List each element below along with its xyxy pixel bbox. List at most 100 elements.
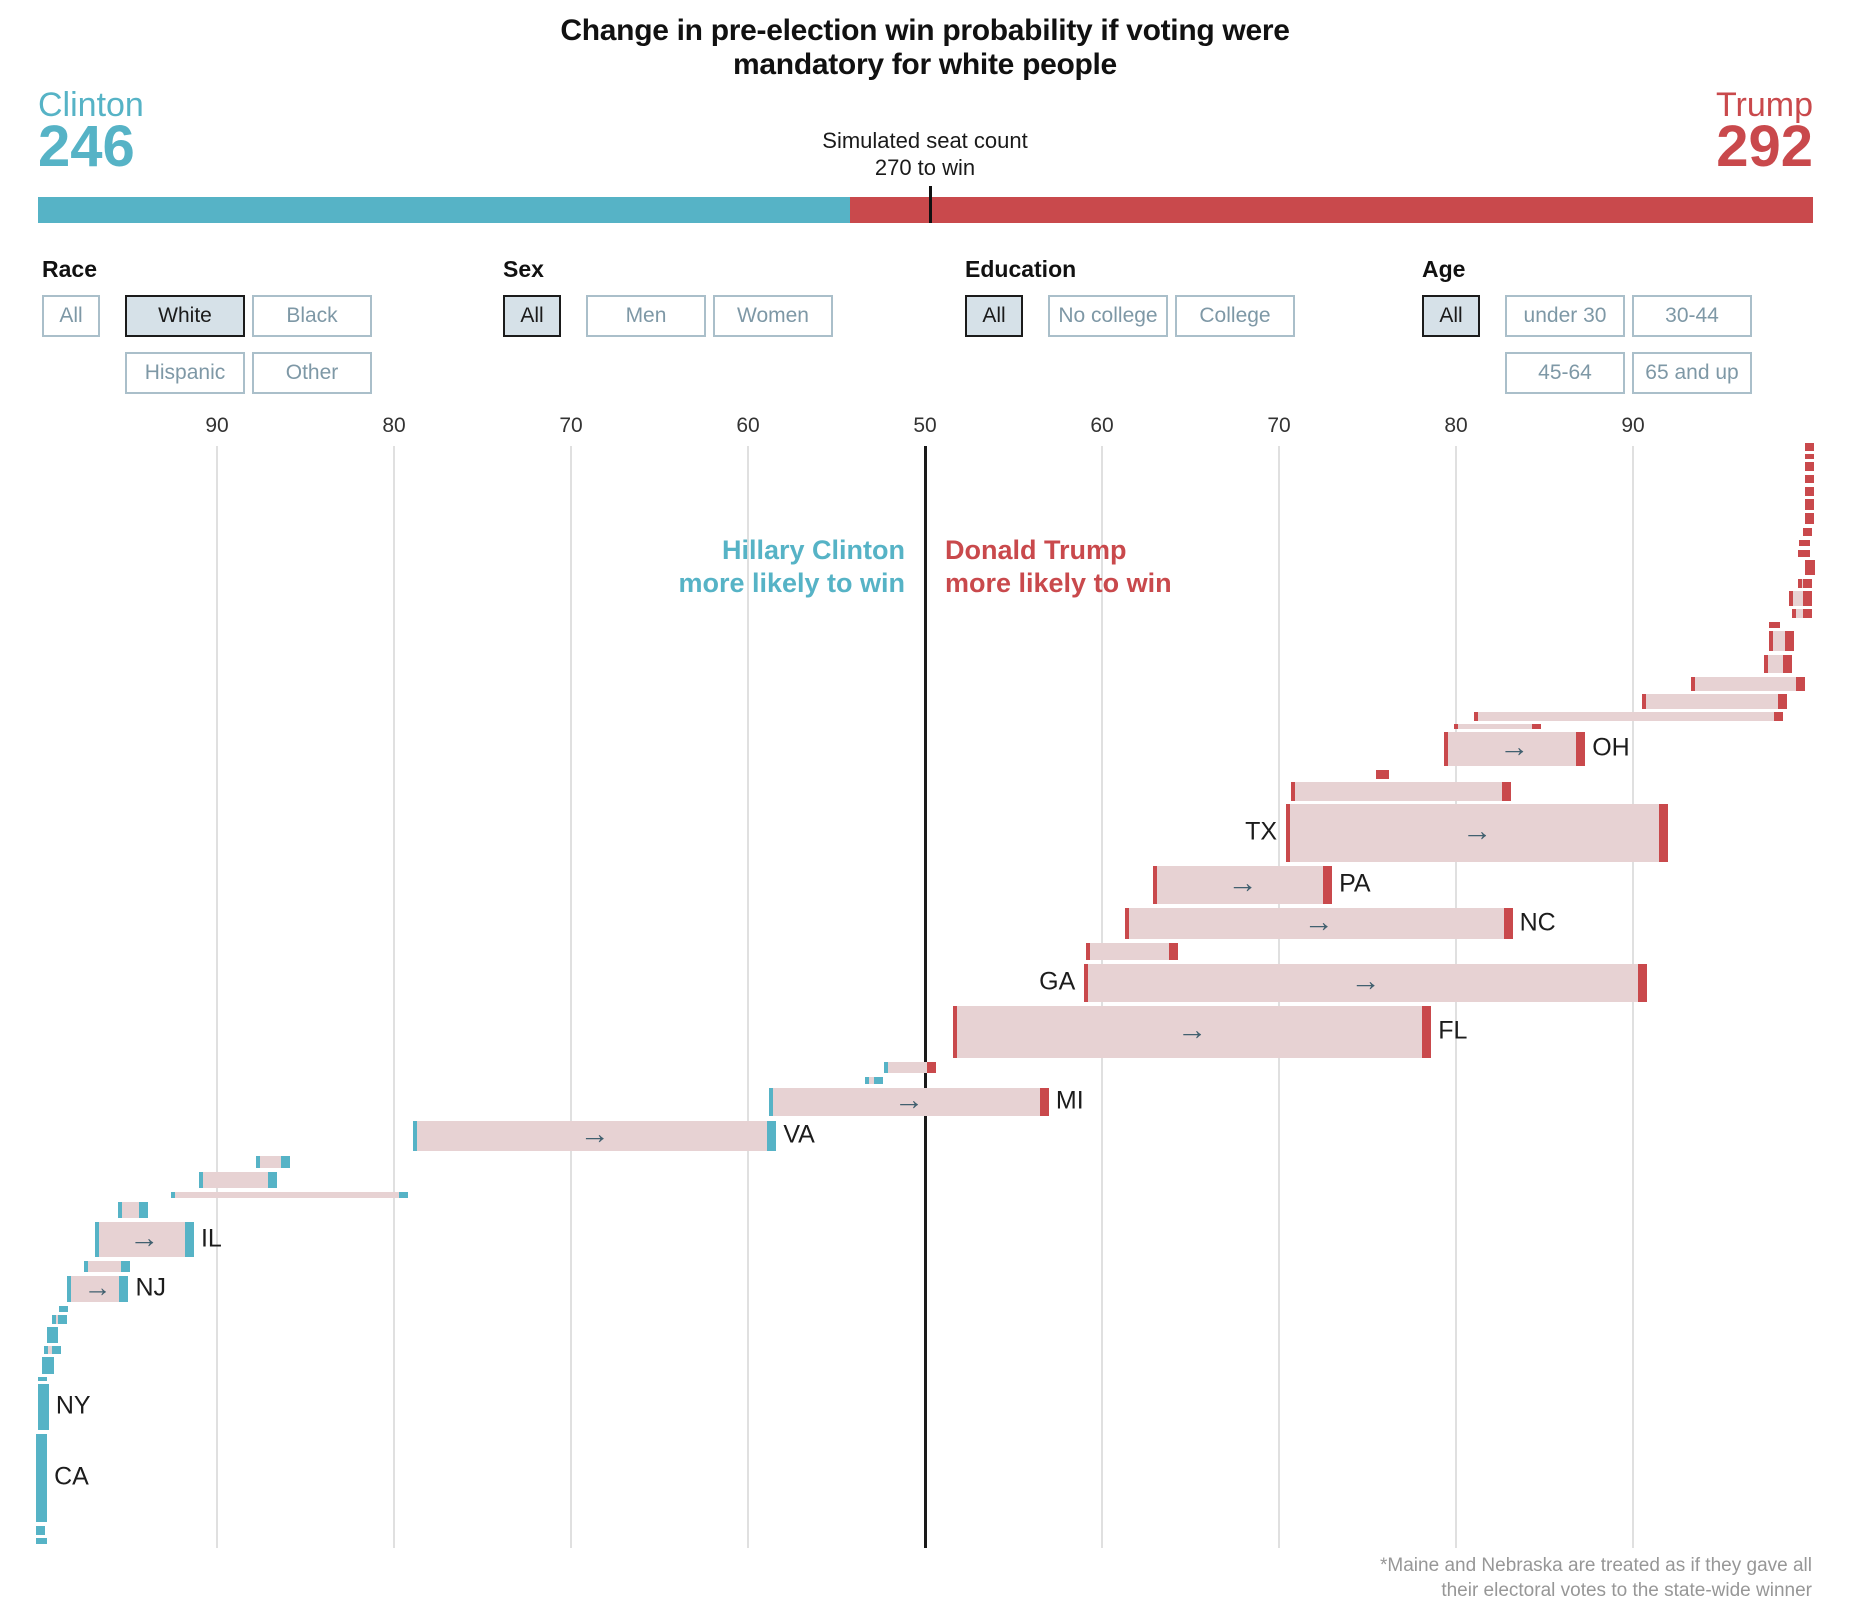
bar-end-cap [1800, 540, 1810, 546]
filter-button-college[interactable]: College [1175, 295, 1295, 337]
bar-state-label: NY [55, 1391, 91, 1420]
bar-start-tick [953, 1006, 958, 1058]
clinton-seat-segment [38, 197, 850, 223]
gridline [393, 446, 395, 1548]
state-bar [84, 1261, 131, 1272]
bar-end-cap [873, 1077, 883, 1084]
bar-start-tick [1788, 591, 1793, 606]
bar-range [1443, 732, 1586, 766]
state-bar [1788, 591, 1812, 606]
state-bar [1804, 499, 1814, 510]
state-bar [38, 1377, 48, 1381]
footnote: *Maine and Nebraska are treated as if th… [1380, 1553, 1812, 1603]
bar-start-tick [41, 1357, 46, 1374]
state-bar [1769, 622, 1780, 628]
bar-start-tick [769, 1088, 774, 1116]
state-bar-tx: → TX [1245, 804, 1669, 862]
bar-end-cap [121, 1261, 131, 1272]
bar-end-cap [1804, 443, 1814, 451]
bar-start-tick [117, 1202, 122, 1218]
bar-range [1286, 804, 1669, 862]
bar-start-tick [1641, 694, 1646, 709]
bar-end-cap [280, 1156, 290, 1168]
state-bar [1804, 487, 1814, 496]
state-bar-nc: → NC [1125, 905, 1556, 939]
state-bar [884, 1062, 936, 1073]
bar-end-cap [1774, 712, 1784, 721]
bar-start-tick [43, 1346, 48, 1354]
state-bar-oh: → OH [1443, 731, 1630, 766]
filter-button-women[interactable]: Women [713, 295, 833, 337]
filter-button-all[interactable]: All [965, 295, 1023, 337]
bar-end-cap [1169, 943, 1179, 960]
state-bar [1797, 579, 1812, 588]
bar-start-tick [1792, 609, 1797, 618]
bar-end-cap [1802, 528, 1812, 536]
filter-button-all[interactable]: All [503, 295, 561, 337]
state-bar [255, 1156, 290, 1168]
state-bar [36, 1526, 46, 1535]
state-bar [1376, 770, 1389, 779]
filter-button-under-30[interactable]: under 30 [1505, 295, 1625, 337]
bar-start-tick [66, 1276, 71, 1302]
bar-end-cap [1785, 631, 1795, 651]
bar-range [1641, 694, 1787, 709]
bar-end-cap [1531, 724, 1541, 729]
arrow-right-icon: → [894, 1083, 925, 1117]
state-bar [52, 1315, 67, 1324]
filter-button-30-44[interactable]: 30-44 [1632, 295, 1752, 337]
filter-button-black[interactable]: Black [252, 295, 372, 337]
bar-state-label: GA [1039, 967, 1076, 996]
footnote-line2: their electoral votes to the state-wide … [1441, 1580, 1812, 1601]
bar-start-tick [884, 1062, 889, 1073]
filter-button-all[interactable]: All [42, 295, 100, 337]
bar-state-label: FL [1438, 1016, 1468, 1045]
state-bar [59, 1306, 69, 1312]
state-bar [1804, 475, 1814, 483]
state-bar [199, 1172, 278, 1188]
filter-button-white[interactable]: White [125, 295, 245, 337]
bar-range [1153, 866, 1333, 904]
bar-start-tick [413, 1121, 418, 1151]
trump-more-likely-annotation: Donald Trump more likely to win [945, 535, 1172, 598]
filter-button-other[interactable]: Other [252, 352, 372, 394]
bar-end-cap [1802, 579, 1812, 588]
bar-start-tick [255, 1156, 260, 1168]
bar-range [1125, 908, 1513, 939]
bar-end-cap [1804, 475, 1814, 483]
trump-seat-count: 292 [1716, 114, 1813, 179]
bar-end-cap [767, 1121, 777, 1151]
state-bar [1454, 724, 1541, 729]
filter-button-all[interactable]: All [1422, 295, 1480, 337]
filter-button-men[interactable]: Men [586, 295, 706, 337]
state-bar [1086, 943, 1179, 960]
filter-button-no-college[interactable]: No college [1048, 295, 1168, 337]
bar-end-cap [1576, 732, 1586, 766]
filter-button-45-64[interactable]: 45-64 [1505, 352, 1625, 394]
bar-start-tick [1769, 631, 1774, 651]
bar-state-label: PA [1339, 869, 1371, 898]
bar-end-cap [39, 1384, 49, 1430]
bar-state-label: NJ [135, 1273, 167, 1302]
state-bar-fl: → FL [953, 1006, 1467, 1058]
gridline [747, 446, 749, 1548]
bar-end-cap [138, 1202, 148, 1218]
bar-end-cap [1804, 454, 1814, 459]
bar-state-label: OH [1592, 733, 1630, 762]
bar-end-cap [36, 1526, 46, 1535]
state-bar [1799, 540, 1810, 546]
filter-button-hispanic[interactable]: Hispanic [125, 352, 245, 394]
state-bar [1769, 631, 1795, 651]
filter-button-65-and-up[interactable]: 65 and up [1632, 352, 1752, 394]
bar-start-tick [864, 1077, 869, 1084]
bar-end-cap [38, 1434, 48, 1522]
arrow-right-icon: → [579, 1117, 610, 1151]
bar-range [66, 1276, 129, 1302]
bar-range [1084, 964, 1648, 1002]
bar-start-tick [1691, 677, 1696, 691]
bar-end-cap [1379, 770, 1389, 779]
filter-group-label-age: Age [1422, 256, 1466, 282]
bar-end-cap [184, 1222, 194, 1257]
bar-end-cap [1770, 622, 1780, 628]
